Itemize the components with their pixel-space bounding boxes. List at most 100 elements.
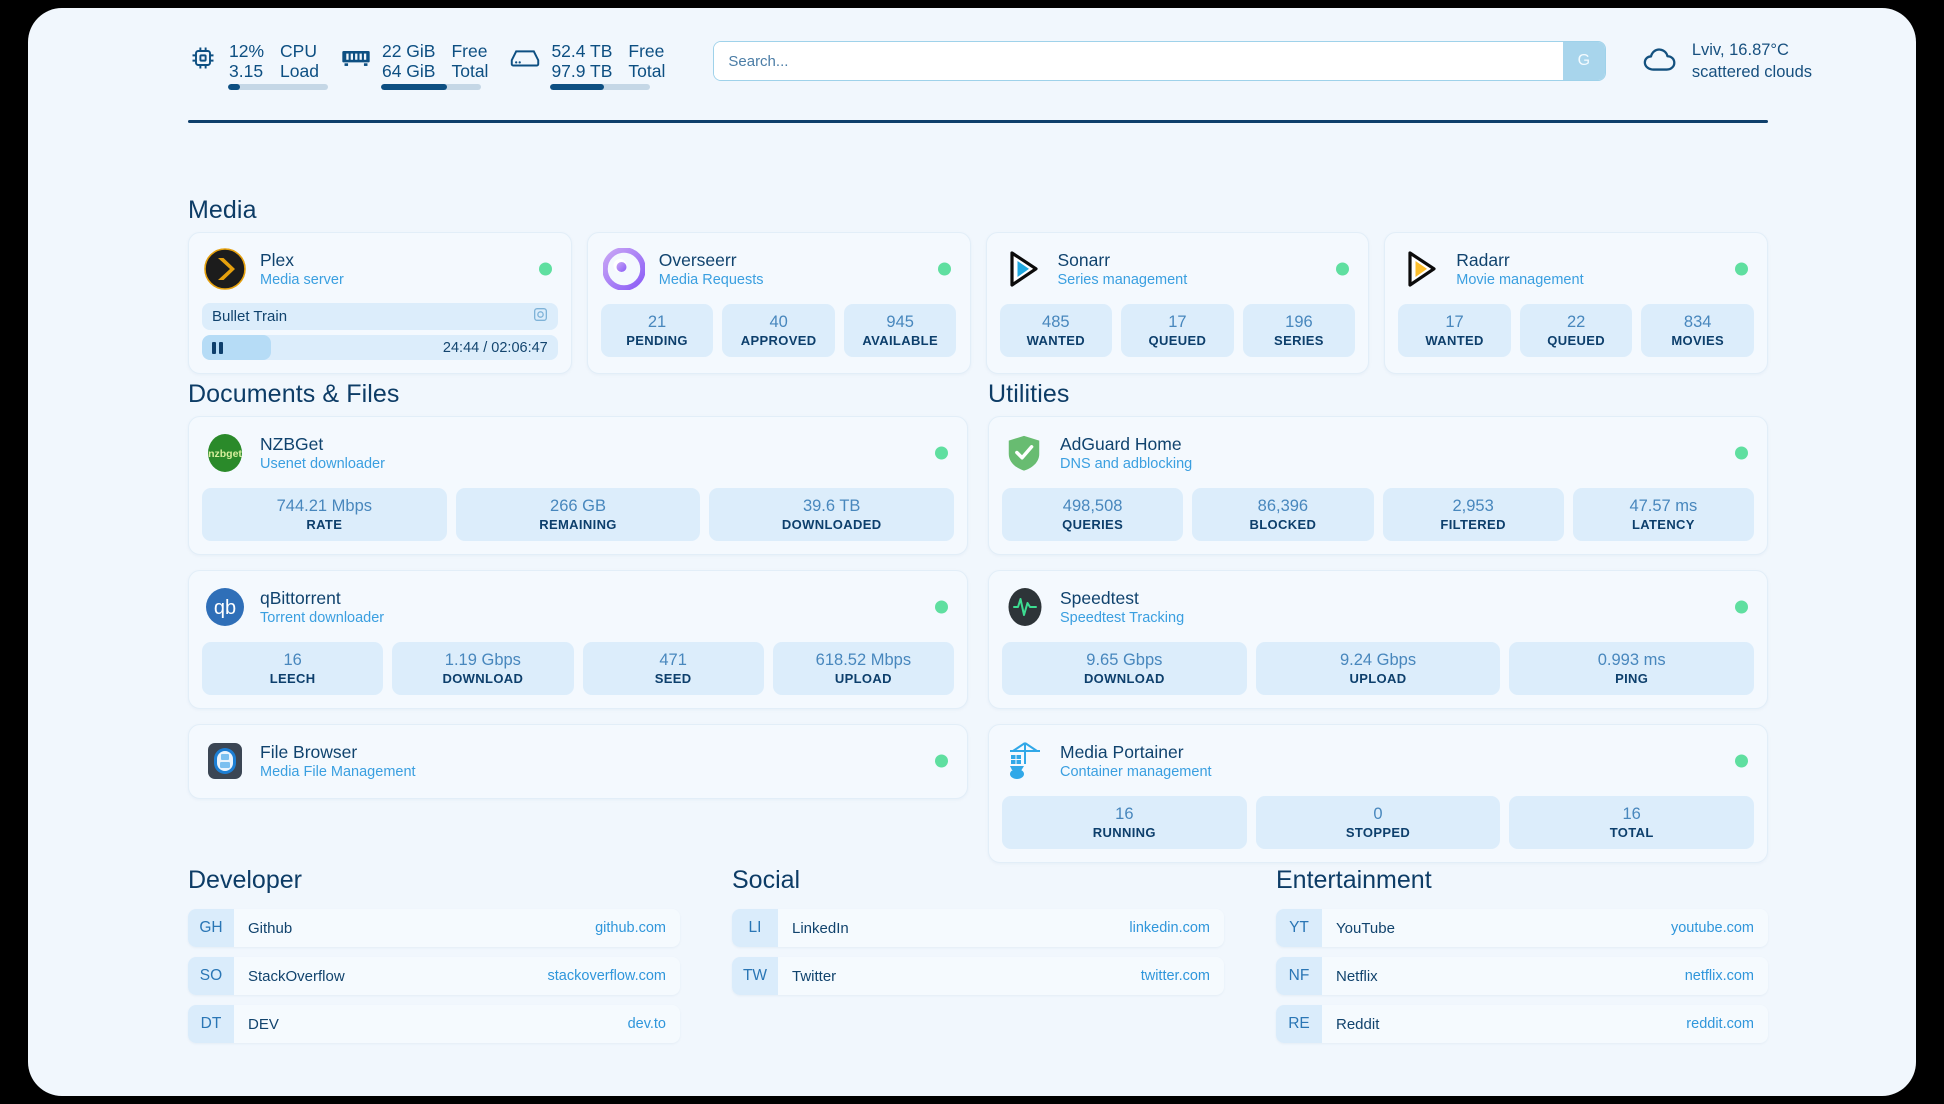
card-header[interactable]: Media Portainer Container management	[1002, 737, 1754, 785]
search-bar[interactable]: G	[713, 41, 1606, 81]
section-title-media: Media	[188, 196, 257, 224]
stat-tile-value: 47.57 ms	[1629, 497, 1698, 515]
stat-tile-queued[interactable]: 17 QUEUED	[1121, 304, 1234, 357]
stat-tile-available[interactable]: 945 AVAILABLE	[843, 304, 957, 357]
stat-tile-wanted[interactable]: 17 WANTED	[1398, 304, 1511, 357]
stat-tile-filtered[interactable]: 2,953 FILTERED	[1382, 488, 1564, 541]
stat-tiles: 744.21 Mbps RATE 266 GB REMAINING 39.6 T…	[202, 488, 955, 541]
stat-tile-total[interactable]: 16 TOTAL	[1509, 796, 1755, 849]
plex-icon	[204, 248, 246, 290]
stat-tile-download[interactable]: 9.65 Gbps DOWNLOAD	[1002, 642, 1247, 695]
search-input[interactable]	[714, 42, 1563, 80]
stat-tile-upload[interactable]: 9.24 Gbps UPLOAD	[1255, 642, 1501, 695]
stat-tile-series[interactable]: 196 SERIES	[1242, 304, 1356, 357]
service-subtitle: Media Requests	[658, 272, 764, 288]
service-name: Media Portainer	[1060, 742, 1184, 762]
playback-progress-bar[interactable]: 24:44 / 02:06:47	[202, 335, 558, 360]
settings-gear-icon	[533, 307, 548, 327]
card-header[interactable]: Speedtest Speedtest Tracking	[1002, 583, 1754, 631]
stat-tile-pending[interactable]: 21 PENDING	[600, 304, 714, 357]
stat-tile-download[interactable]: 1.19 Gbps DOWNLOAD	[392, 642, 574, 695]
stat-tile-latency[interactable]: 47.57 ms LATENCY	[1572, 488, 1754, 541]
card-header[interactable]: Overseerr Media Requests	[601, 245, 957, 293]
bookmark-item-github[interactable]: GH Github github.com	[188, 909, 680, 947]
stat-tile-label: PENDING	[626, 333, 688, 348]
stat-tile-leech[interactable]: 16 LEECH	[202, 642, 384, 695]
bookmark-abbr: NF	[1276, 957, 1322, 995]
service-card-qbittorrent[interactable]: qb qBittorrent Torrent downloader 16 LEE…	[188, 570, 968, 709]
stat-tile-label: AVAILABLE	[862, 333, 938, 348]
stat-tile-wanted[interactable]: 485 WANTED	[999, 304, 1113, 357]
bookmark-item-linkedin[interactable]: LI LinkedIn linkedin.com	[732, 909, 1224, 947]
bookmark-item-youtube[interactable]: YT YouTube youtube.com	[1276, 909, 1768, 947]
stat-tile-approved[interactable]: 40 APPROVED	[722, 304, 835, 357]
stat-tile-queries[interactable]: 498,508 QUERIES	[1002, 488, 1184, 541]
service-card-plex[interactable]: Plex Media server Bullet Train 24:44 / 0…	[188, 232, 572, 374]
system-stat-memory-ram: 22 GiB 64 GiB Free Total	[341, 41, 488, 90]
card-header[interactable]: Radarr Movie management	[1398, 245, 1754, 293]
status-indicator-online	[937, 262, 951, 276]
service-name: qBittorrent	[260, 588, 341, 608]
stat-tiles: 16 LEECH 1.19 Gbps DOWNLOAD 471 SEED 618…	[202, 642, 954, 695]
bookmark-item-twitter[interactable]: TW Twitter twitter.com	[732, 957, 1224, 995]
stat-tiles: 17 WANTED 22 QUEUED 834 MOVIES	[1398, 304, 1754, 357]
stat-tile-rate[interactable]: 744.21 Mbps RATE	[202, 488, 447, 541]
section-title-documents: Documents & Files	[188, 380, 400, 408]
bookmark-item-netflix[interactable]: NF Netflix netflix.com	[1276, 957, 1768, 995]
stat-tile-blocked[interactable]: 86,396 BLOCKED	[1192, 488, 1374, 541]
stat-tile-value: 40	[769, 313, 788, 331]
bookmark-item-stackoverflow[interactable]: SO StackOverflow stackoverflow.com	[188, 957, 680, 995]
service-card-nzbget[interactable]: nzbget NZBGet Usenet downloader 744.21 M…	[188, 416, 968, 555]
card-header[interactable]: File Browser Media File Management	[202, 737, 954, 785]
service-card-file-browser[interactable]: File Browser Media File Management	[188, 724, 968, 799]
card-header[interactable]: nzbget NZBGet Usenet downloader	[202, 429, 954, 477]
service-card-media-portainer[interactable]: Media Portainer Container management 16 …	[988, 724, 1768, 863]
radarr-icon	[1400, 248, 1442, 290]
service-subtitle: Movie management	[1456, 272, 1584, 288]
stat-tile-upload[interactable]: 618.52 Mbps UPLOAD	[772, 642, 954, 695]
stat-tile-queued[interactable]: 22 QUEUED	[1519, 304, 1633, 357]
stat-tile-label: DOWNLOAD	[1083, 671, 1165, 686]
service-card-sonarr[interactable]: Sonarr Series management 485 WANTED 17 Q…	[985, 232, 1370, 374]
pause-icon[interactable]	[212, 341, 223, 354]
svg-text:qb: qb	[214, 597, 236, 619]
memory-ram-icon	[341, 41, 371, 75]
card-header[interactable]: qb qBittorrent Torrent downloader	[202, 583, 954, 631]
bookmark-url: linkedin.com	[1129, 920, 1210, 936]
search-submit-button[interactable]: G	[1562, 42, 1605, 80]
service-card-radarr[interactable]: Radarr Movie management 17 WANTED 22 QUE…	[1384, 232, 1768, 374]
bookmark-url: github.com	[595, 920, 666, 936]
now-playing: Bullet Train 24:44 / 02:06:47	[202, 303, 558, 360]
stat-tile-seed[interactable]: 471 SEED	[582, 642, 764, 695]
stat-tile-value: 17	[1168, 313, 1187, 331]
stat-tile-label: REMAINING	[539, 517, 617, 532]
stat-tile-value: 21	[647, 313, 667, 331]
bookmark-item-reddit[interactable]: RE Reddit reddit.com	[1276, 1005, 1768, 1043]
card-header[interactable]: AdGuard Home DNS and adblocking	[1002, 429, 1754, 477]
card-header[interactable]: Sonarr Series management	[1000, 245, 1356, 293]
bookmark-abbr: TW	[732, 957, 778, 995]
bookmark-item-dev[interactable]: DT DEV dev.to	[188, 1005, 680, 1043]
service-subtitle: Media File Management	[260, 764, 416, 780]
portainer-docker-icon	[1004, 740, 1046, 782]
service-card-overseerr[interactable]: Overseerr Media Requests 21 PENDING 40 A…	[586, 232, 971, 374]
service-subtitle: Series management	[1057, 272, 1188, 288]
stat-tile-stopped[interactable]: 0 STOPPED	[1255, 796, 1501, 849]
stat-tile-remaining[interactable]: 266 GB REMAINING	[455, 488, 701, 541]
stat-value-bottom: 97.9 TB	[551, 61, 613, 81]
stat-tile-movies[interactable]: 834 MOVIES	[1641, 304, 1754, 357]
bookmark-url: youtube.com	[1670, 920, 1754, 936]
cpu-chip-icon	[188, 41, 218, 75]
header-bar: 12% 3.15 CPU Load 22 GiB 64 GiB Free Tot…	[188, 30, 1812, 92]
bookmark-abbr: RE	[1276, 1005, 1322, 1043]
stat-tile-ping[interactable]: 0.993 ms PING	[1509, 642, 1755, 695]
now-playing-title-row[interactable]: Bullet Train	[202, 303, 558, 330]
stat-tile-running[interactable]: 16 RUNNING	[1002, 796, 1247, 849]
stat-tile-downloaded[interactable]: 39.6 TB DOWNLOADED	[709, 488, 955, 541]
stat-progress-bar	[380, 84, 481, 90]
card-header[interactable]: Plex Media server	[202, 245, 558, 293]
stat-tile-label: LATENCY	[1631, 517, 1695, 532]
stat-tile-value: 618.52 Mbps	[815, 651, 912, 669]
service-card-adguard-home[interactable]: AdGuard Home DNS and adblocking 498,508 …	[988, 416, 1768, 555]
service-card-speedtest[interactable]: Speedtest Speedtest Tracking 9.65 Gbps D…	[988, 570, 1768, 709]
